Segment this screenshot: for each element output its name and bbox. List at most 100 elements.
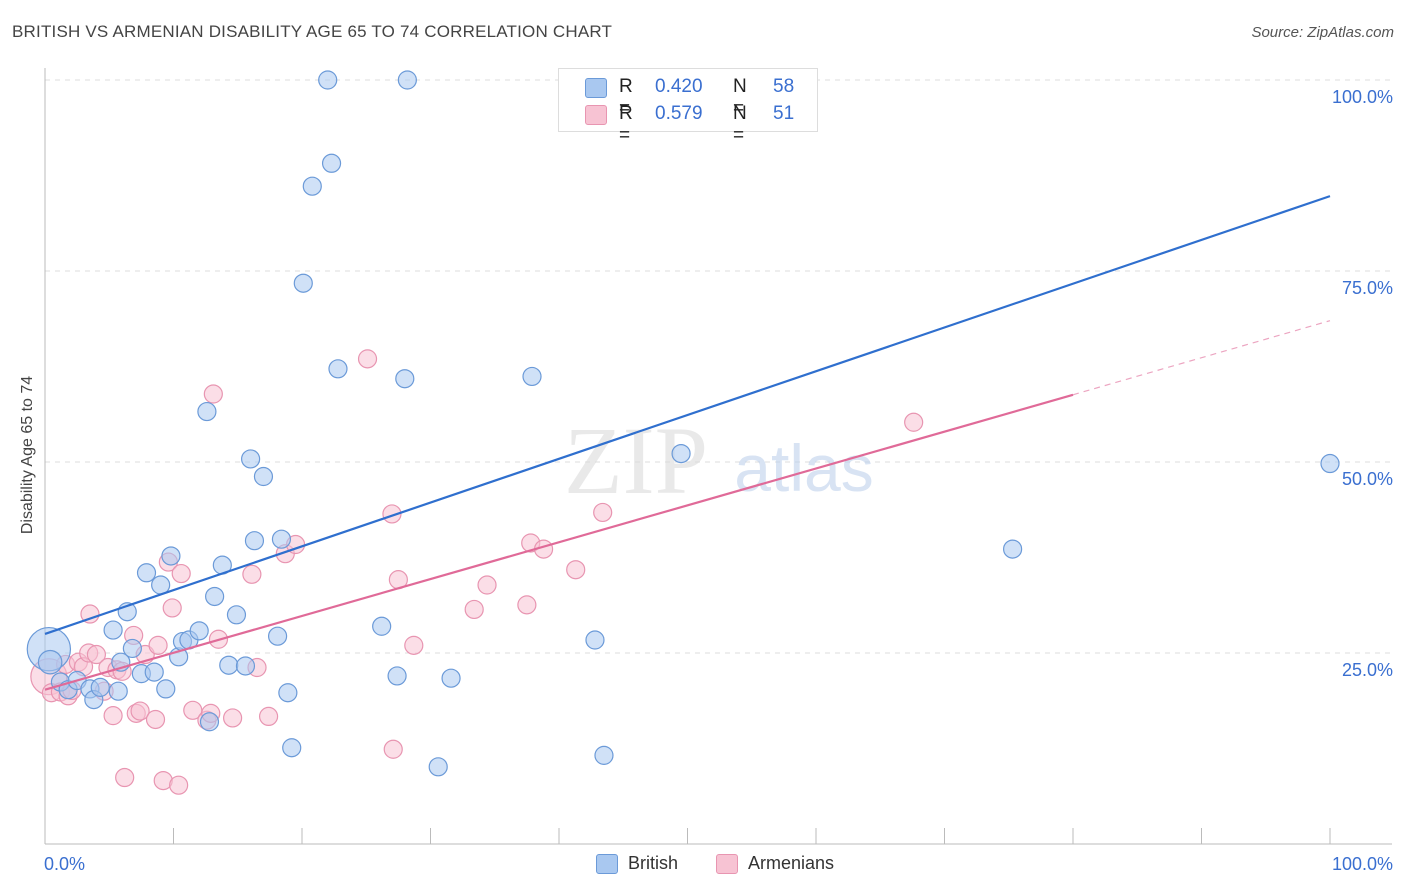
stats-legend: R = 0.420 N = 58 R = 0.579 N = 51 [558, 68, 818, 146]
british-point [522, 366, 542, 387]
british-points [26, 70, 1340, 777]
british-point [189, 621, 209, 641]
armenian-trend-extension [1072, 320, 1331, 396]
british-point [271, 529, 292, 549]
armenian-point [258, 706, 279, 727]
british-point [122, 638, 142, 659]
british-r-value: 0.420 [655, 76, 703, 97]
chart-title: BRITISH VS ARMENIAN DISABILITY AGE 65 TO… [12, 22, 613, 41]
armenian-point [566, 560, 586, 580]
source-label: Source: ZipAtlas.com [1251, 24, 1394, 41]
british-point [219, 655, 239, 675]
armenians-n-label: N = [733, 103, 747, 146]
bottom-british-swatch [596, 854, 618, 874]
british-point [585, 630, 605, 650]
armenian-point [203, 384, 223, 404]
british-point [328, 359, 348, 379]
british-point [395, 369, 415, 389]
british-point [387, 666, 407, 686]
armenian-point [904, 412, 924, 432]
armenian-point [148, 635, 168, 655]
british-point [226, 605, 247, 625]
british-point [199, 712, 220, 732]
british-point [428, 757, 448, 777]
british-point [161, 546, 181, 566]
armenian-point [383, 739, 403, 759]
armenian-point [593, 502, 613, 523]
bottom-armenians-swatch [716, 854, 738, 874]
armenian-point [223, 708, 243, 728]
british-point [267, 626, 288, 646]
watermark: ZIP atlas [564, 407, 874, 514]
armenian-point [404, 635, 424, 655]
british-point [1320, 453, 1340, 474]
british-n-value: 58 [773, 76, 795, 97]
armenians-swatch [585, 105, 607, 125]
british-trend-line [44, 195, 1331, 635]
y-tick-label: 25.0% [1342, 660, 1393, 680]
armenian-point [103, 706, 123, 726]
armenian-point [130, 701, 150, 721]
x-tick-label: 0.0% [44, 854, 85, 874]
british-point [318, 70, 338, 90]
bottom-british-label: British [628, 853, 679, 873]
y-tick-label: 75.0% [1342, 278, 1393, 298]
british-point [1003, 539, 1023, 559]
british-point [144, 662, 164, 682]
british-point [205, 586, 225, 607]
armenian-point [162, 598, 182, 618]
armenian-point [242, 564, 262, 584]
grid-lines [45, 79, 1392, 654]
axes [44, 68, 1392, 845]
british-point [241, 449, 261, 469]
british-point [37, 649, 63, 675]
british-point [293, 273, 313, 293]
y-tick-label: 50.0% [1342, 469, 1393, 489]
british-swatch [585, 78, 607, 98]
british-point [671, 443, 691, 464]
british-point [108, 681, 128, 701]
armenian-point [517, 595, 537, 615]
armenian-point [357, 349, 378, 369]
british-point [235, 656, 256, 676]
armenian-point [382, 504, 402, 524]
y-tick-label: 100.0% [1332, 87, 1393, 107]
british-point [197, 401, 217, 422]
armenian-point [464, 599, 484, 620]
bottom-armenians-label: Armenians [748, 853, 835, 873]
armenians-n-value: 51 [773, 103, 795, 124]
armenian-point [115, 767, 135, 788]
british-point [372, 616, 392, 636]
armenian-point [171, 563, 191, 584]
british-point [136, 563, 157, 583]
british-point [90, 677, 110, 697]
british-point [397, 70, 417, 90]
armenians-r-value: 0.579 [655, 103, 703, 124]
y-axis-label: Disability Age 65 to 74 [19, 375, 36, 535]
armenian-trend-line [44, 393, 1074, 691]
armenian-point [169, 775, 189, 795]
armenians-points [30, 349, 924, 795]
british-point [253, 466, 274, 487]
tick-labels: 25.0% 50.0% 75.0% 100.0% 0.0% 100.0% [44, 87, 1393, 874]
british-point [594, 745, 614, 765]
british-point [244, 531, 265, 551]
armenians-r-label: R = [619, 103, 633, 146]
british-point [103, 620, 123, 640]
trend-lines [44, 195, 1331, 691]
watermark-atlas: atlas [734, 431, 873, 505]
x-tick-label: 100.0% [1332, 854, 1393, 874]
british-point [278, 683, 298, 703]
armenian-point [145, 709, 166, 730]
armenian-point [80, 604, 100, 624]
british-n-label: N = [733, 76, 747, 119]
british-point [282, 738, 302, 758]
armenian-point [86, 644, 107, 665]
british-point [302, 176, 322, 196]
british-point [156, 679, 176, 699]
british-r-label: R = [619, 76, 633, 119]
british-point [321, 153, 342, 173]
british-point [441, 668, 461, 688]
armenian-point [477, 575, 497, 595]
